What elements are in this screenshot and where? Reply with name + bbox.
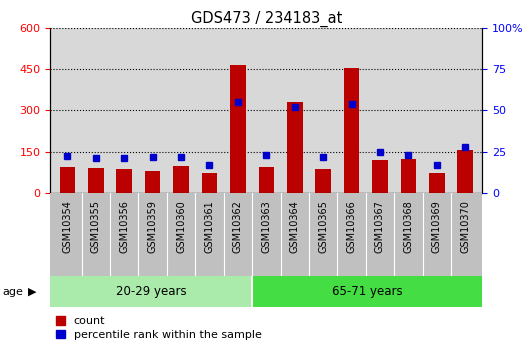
Bar (117, 169, 132, 193)
Text: GSM10360: GSM10360 (176, 200, 186, 253)
Text: GSM10369: GSM10369 (432, 200, 442, 253)
Bar (145, 171, 161, 193)
Text: GSM10356: GSM10356 (119, 200, 129, 253)
Text: GSM10370: GSM10370 (460, 200, 470, 253)
Text: GSM10359: GSM10359 (148, 200, 157, 253)
Bar (372, 160, 388, 193)
Legend: count, percentile rank within the sample: count, percentile rank within the sample (56, 316, 262, 339)
Text: GSM10363: GSM10363 (261, 200, 271, 253)
Text: GSM10367: GSM10367 (375, 200, 385, 253)
Bar (401, 159, 416, 193)
Bar (315, 169, 331, 193)
Text: GSM10355: GSM10355 (91, 200, 101, 253)
Text: GSM10366: GSM10366 (347, 200, 357, 253)
Text: GDS473 / 234183_at: GDS473 / 234183_at (191, 10, 342, 27)
Bar (457, 150, 473, 193)
Bar (50, 276, 252, 307)
Bar (287, 102, 303, 193)
Text: GSM10354: GSM10354 (63, 200, 73, 253)
Text: 65-71 years: 65-71 years (332, 285, 402, 298)
Bar (252, 276, 482, 307)
Text: ▶: ▶ (28, 287, 36, 296)
Bar (88, 168, 104, 193)
Bar (59, 167, 75, 193)
Text: GSM10365: GSM10365 (318, 200, 328, 253)
Bar (344, 68, 359, 193)
Text: GSM10361: GSM10361 (205, 200, 215, 253)
Bar (429, 172, 445, 193)
Text: 20-29 years: 20-29 years (116, 285, 187, 298)
Text: age: age (3, 287, 23, 296)
Text: GSM10368: GSM10368 (403, 200, 413, 253)
Bar (173, 166, 189, 193)
Text: GSM10364: GSM10364 (290, 200, 300, 253)
Bar (202, 172, 217, 193)
Bar (230, 65, 246, 193)
Text: GSM10362: GSM10362 (233, 200, 243, 253)
Bar (259, 167, 274, 193)
